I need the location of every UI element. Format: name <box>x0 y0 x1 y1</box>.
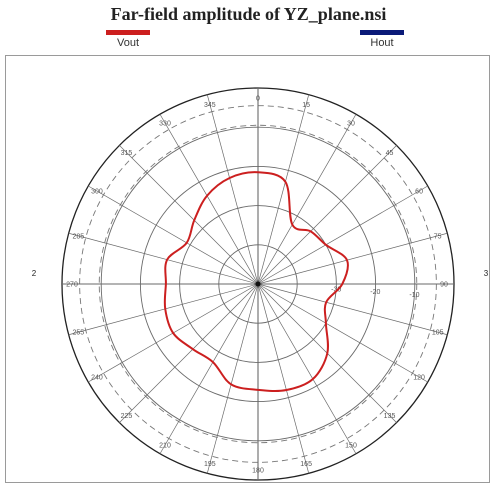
angle-tick-label: 255 <box>72 330 84 337</box>
grid-spoke <box>257 283 357 454</box>
angle-tick-label: 90 <box>440 282 448 289</box>
center-marker <box>255 281 261 287</box>
angle-tick-label: 75 <box>434 233 442 240</box>
angle-tick-label: 270 <box>66 282 78 289</box>
angle-tick-label: 30 <box>347 120 355 127</box>
grid-spoke <box>68 283 259 336</box>
series-line-vout <box>163 171 349 393</box>
angle-tick-label: 285 <box>72 233 84 240</box>
legend-item-vout: Vout <box>98 30 158 49</box>
angle-tick-label: 210 <box>159 443 171 450</box>
legend-swatch-vout <box>106 30 150 35</box>
grid-spoke <box>159 114 259 285</box>
angle-tick-label: 300 <box>91 189 103 196</box>
radial-tick-label: -20 <box>370 289 380 296</box>
grid-spoke <box>257 283 310 474</box>
angle-tick-label: 0 <box>256 96 260 103</box>
radial-tick-label: -10 <box>409 292 419 299</box>
angle-tick-label: 345 <box>204 102 216 109</box>
plot-frame <box>5 55 490 483</box>
angle-tick-label: 135 <box>384 413 396 420</box>
angle-tick-label: 165 <box>300 461 312 468</box>
angle-tick-label: 315 <box>121 150 133 157</box>
angle-tick-label: 15 <box>302 102 310 109</box>
angle-tick-label: 225 <box>121 413 133 420</box>
legend-swatch-hout <box>360 30 404 35</box>
grid-spoke <box>257 94 310 285</box>
grid-spoke <box>257 114 357 285</box>
angle-tick-label: 60 <box>415 189 423 196</box>
side-label-right: 3 <box>484 269 489 278</box>
grid-spoke <box>206 283 259 474</box>
legend-item-hout: Hout <box>352 30 412 49</box>
grid-spoke <box>88 185 259 285</box>
angle-tick-label: 180 <box>252 468 264 475</box>
grid-spoke <box>119 145 259 285</box>
grid-spoke <box>257 283 448 336</box>
angle-tick-label: 330 <box>159 120 171 127</box>
side-label-left: 2 <box>32 269 37 278</box>
legend-label-hout: Hout <box>370 37 394 49</box>
grid-spoke <box>257 185 428 285</box>
grid-spoke <box>257 232 448 285</box>
grid-spoke <box>119 283 259 423</box>
angle-tick-label: 105 <box>432 330 444 337</box>
grid-spoke <box>257 145 397 285</box>
angle-tick-label: 45 <box>386 150 394 157</box>
angle-tick-label: 150 <box>345 443 357 450</box>
grid-spoke <box>257 283 428 383</box>
chart-title: Far-field amplitude of YZ_plane.nsi <box>110 4 387 24</box>
grid-spoke <box>206 94 259 285</box>
angle-tick-label: 195 <box>204 461 216 468</box>
grid-spoke <box>68 232 259 285</box>
legend-label-vout: Vout <box>116 37 140 49</box>
angle-tick-label: 240 <box>91 375 103 382</box>
grid-spoke <box>159 283 259 454</box>
angle-tick-label: 120 <box>413 375 425 382</box>
